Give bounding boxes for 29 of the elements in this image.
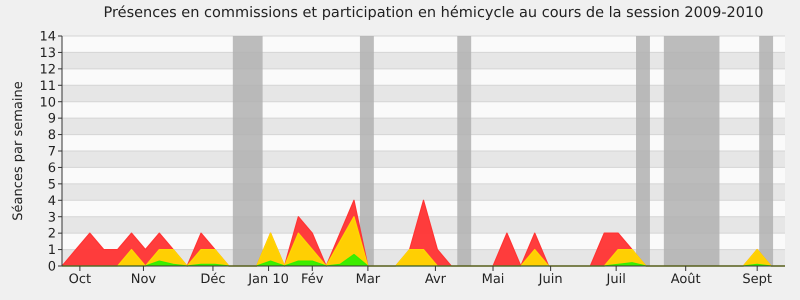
x-tick-label: Fév <box>301 272 324 287</box>
y-tick-label: 10 <box>39 95 56 110</box>
x-tick-label: Jan 10 <box>247 272 289 287</box>
x-tick-label: Mar <box>356 272 381 287</box>
y-tick-label: 7 <box>48 144 56 160</box>
x-tick-label: Mai <box>482 272 504 287</box>
y-tick-label: 3 <box>48 210 56 226</box>
x-tick-label: Juin <box>538 272 563 287</box>
y-tick-label: 2 <box>48 226 56 242</box>
x-tick-label: Août <box>670 272 701 287</box>
x-tick-label: Oct <box>68 272 92 287</box>
y-tick-label: 6 <box>48 160 56 176</box>
y-tick-label: 14 <box>39 30 56 45</box>
y-tick-label: 13 <box>39 46 56 61</box>
y-tick-label: 11 <box>39 78 56 94</box>
x-tick-label: Avr <box>424 272 447 287</box>
y-tick-label: 4 <box>48 194 56 209</box>
y-tick-label: 1 <box>48 243 56 258</box>
y-tick-label: 9 <box>48 112 56 127</box>
y-tick-label: 8 <box>48 128 56 144</box>
x-tick-label: Sept <box>742 272 772 287</box>
chart-title: Présences en commissions et participation en hémicycle au cours de la session 2009-2010 <box>104 5 764 21</box>
y-tick-label: 0 <box>48 260 56 275</box>
x-tick-label: Nov <box>130 272 156 287</box>
y-tick-label: 12 <box>39 62 56 78</box>
y-tick-label: 5 <box>48 177 56 192</box>
x-tick-label: Juil <box>606 272 626 287</box>
y-axis-title: Séances par semaine <box>11 81 26 221</box>
x-tick-label: Déc <box>200 272 226 287</box>
